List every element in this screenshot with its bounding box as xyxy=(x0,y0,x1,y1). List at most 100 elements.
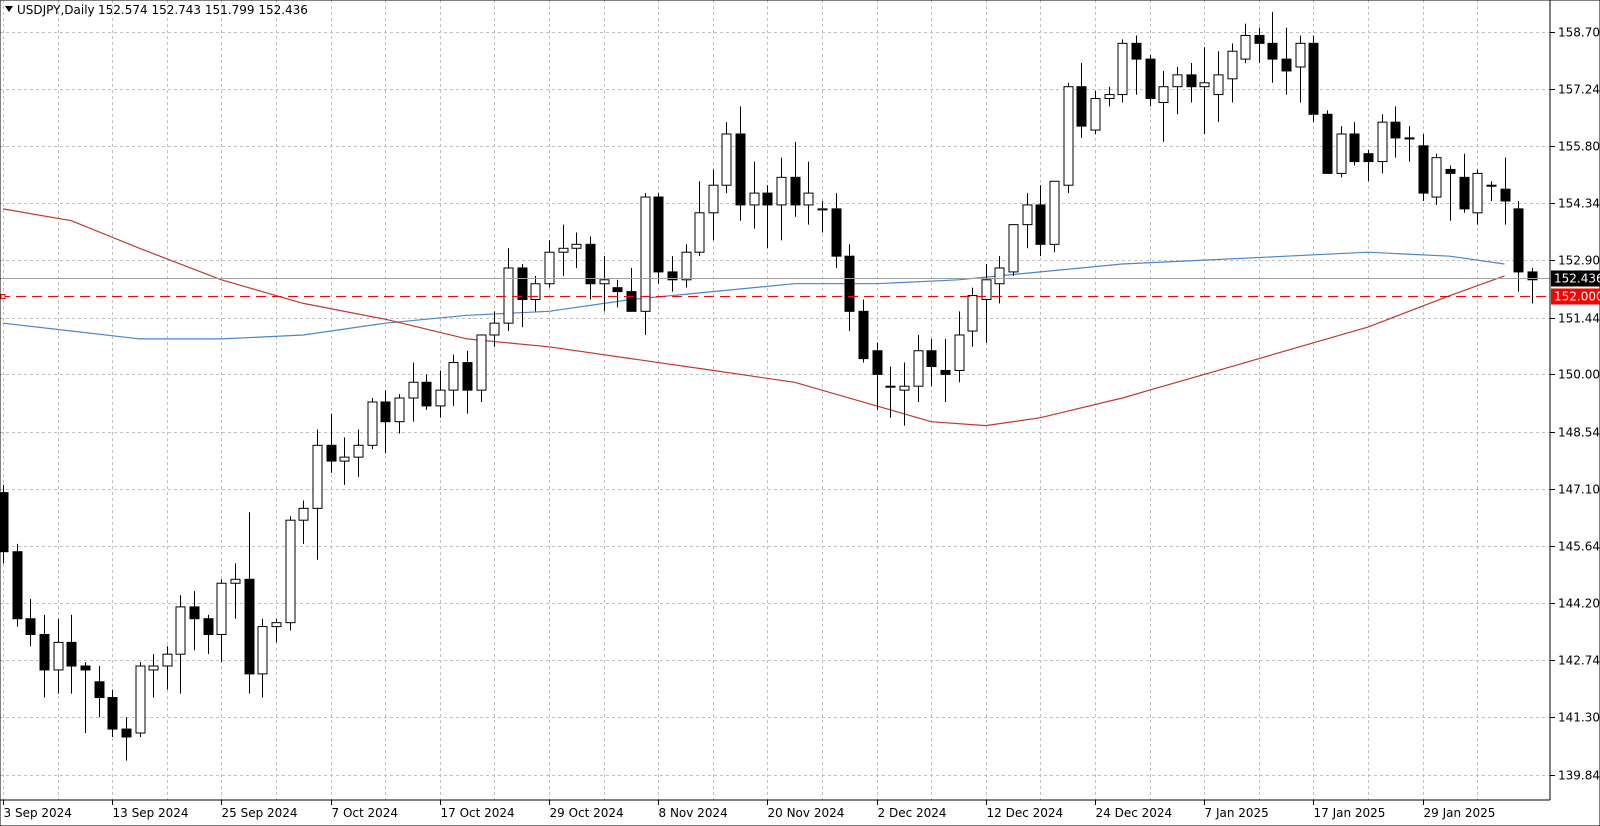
candle-body xyxy=(53,641,64,671)
x-tick-label: 29 Oct 2024 xyxy=(550,806,624,820)
candle-body xyxy=(1445,168,1456,174)
candle-body xyxy=(162,653,173,667)
candle xyxy=(762,185,773,249)
bid-price-tag-bg xyxy=(1551,270,1600,287)
candle xyxy=(817,200,828,233)
candle-body xyxy=(667,271,678,281)
candle-body xyxy=(1090,98,1101,131)
candle xyxy=(1281,27,1292,95)
candle xyxy=(1131,35,1142,95)
candle xyxy=(776,157,787,241)
candle-body xyxy=(844,255,855,312)
candle-body xyxy=(1486,184,1497,187)
candle-body xyxy=(298,507,309,521)
candle xyxy=(203,614,214,655)
candle-body xyxy=(312,444,323,509)
y-axis: 158.700 157.240 155.800 154.340 152.900 151.4… xyxy=(1550,26,1600,783)
candle xyxy=(380,390,391,454)
candle-body xyxy=(94,681,105,699)
candle xyxy=(1145,55,1156,107)
candle-body xyxy=(380,401,391,423)
candle xyxy=(913,334,924,402)
candle-body xyxy=(571,243,582,249)
candle-body xyxy=(12,551,23,620)
candle xyxy=(462,350,473,414)
candle xyxy=(517,264,528,328)
candle-body xyxy=(762,192,773,206)
candle-body xyxy=(203,618,214,635)
candle-body xyxy=(530,283,541,301)
candle xyxy=(244,512,255,694)
candle xyxy=(926,338,937,387)
candle xyxy=(367,398,378,450)
x-tick-label: 12 Dec 2024 xyxy=(987,806,1064,820)
candle xyxy=(1172,66,1183,115)
candle xyxy=(872,342,883,410)
candle xyxy=(612,279,623,308)
candle-body xyxy=(913,350,924,387)
candle xyxy=(12,543,23,627)
candle xyxy=(653,193,664,284)
alert-price-tag-text: 152.000 xyxy=(1554,290,1600,304)
candle xyxy=(339,437,350,485)
candle-body xyxy=(1145,58,1156,100)
candle xyxy=(1240,23,1251,64)
candle xyxy=(53,618,64,694)
moving-average-fast-line xyxy=(2,251,1505,340)
candle-body xyxy=(708,184,719,214)
candle-body xyxy=(0,492,9,553)
candle-body xyxy=(1377,121,1388,163)
candle-body xyxy=(544,251,555,285)
y-tick-label: 157.240 xyxy=(1558,83,1600,97)
y-tick-label: 154.340 xyxy=(1558,197,1600,211)
candle-body xyxy=(1254,34,1265,44)
candle xyxy=(162,646,173,690)
candle-body xyxy=(776,176,787,206)
candle-body xyxy=(1186,74,1197,88)
candle xyxy=(1295,35,1306,103)
x-tick-label: 24 Dec 2024 xyxy=(1096,806,1173,820)
candle xyxy=(175,595,186,694)
candle-body xyxy=(1322,113,1333,174)
candle-body xyxy=(230,578,241,584)
candle xyxy=(1063,82,1074,194)
candle xyxy=(626,267,637,312)
candle xyxy=(981,264,992,343)
plot-area xyxy=(0,11,1550,761)
x-tick-label: 7 Jan 2025 xyxy=(1205,806,1269,820)
candle-body xyxy=(367,401,378,446)
y-tick-label: 139.840 xyxy=(1558,769,1600,783)
candle xyxy=(1431,153,1442,205)
candle xyxy=(326,413,337,473)
candle-body xyxy=(681,251,692,281)
candle-body xyxy=(653,196,664,273)
candle xyxy=(39,614,50,698)
alert-price-tag: 152.000 xyxy=(1551,288,1600,305)
candle-body xyxy=(1213,74,1224,96)
candle xyxy=(667,256,678,292)
candle-body xyxy=(790,176,801,206)
candle-body xyxy=(462,362,473,391)
candle-body xyxy=(107,697,118,730)
candle xyxy=(257,618,268,698)
symbol-label: USDJPY,Daily xyxy=(17,3,95,17)
candle xyxy=(571,232,582,268)
candle xyxy=(448,354,459,406)
candle-body xyxy=(1281,58,1292,72)
candle xyxy=(1404,126,1415,162)
y-tick-label: 148.540 xyxy=(1558,426,1600,440)
candle xyxy=(694,181,705,257)
candle-body xyxy=(940,369,951,375)
candle xyxy=(1527,267,1538,304)
candle xyxy=(1377,114,1388,174)
candle xyxy=(967,287,978,347)
candle-body xyxy=(175,606,186,655)
candle xyxy=(1076,63,1087,138)
ohlc-readout: 152.574 152.743 151.799 152.436 xyxy=(98,3,308,17)
candle-body xyxy=(1404,137,1415,140)
y-tick-label: 155.800 xyxy=(1558,140,1600,154)
candle-body xyxy=(885,385,896,388)
dropdown-triangle-icon[interactable] xyxy=(5,6,13,12)
x-tick-label: 20 Nov 2024 xyxy=(768,806,845,820)
